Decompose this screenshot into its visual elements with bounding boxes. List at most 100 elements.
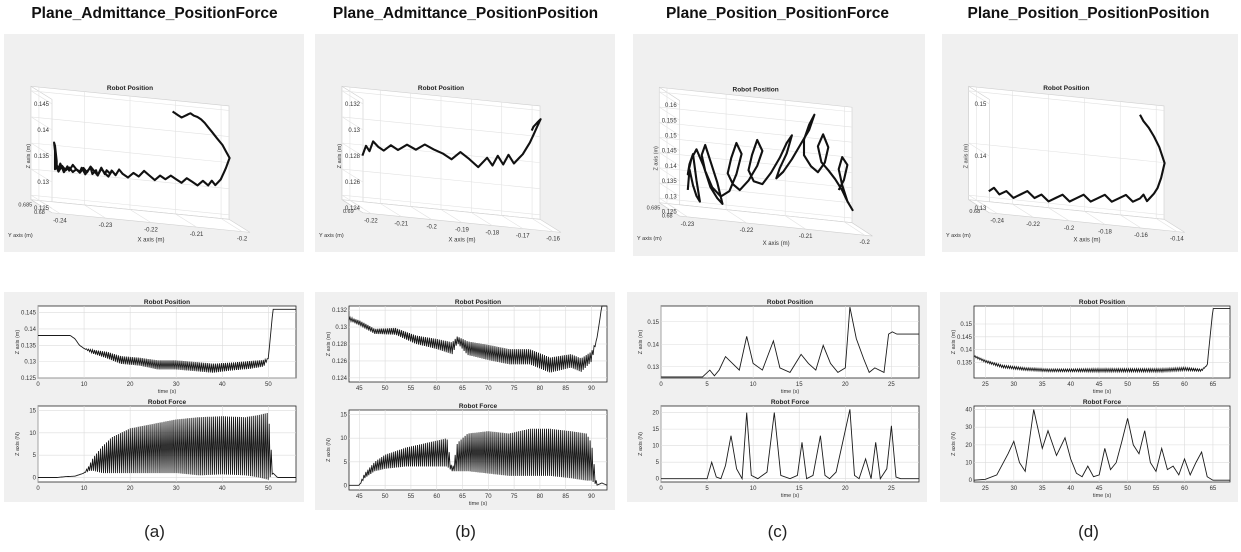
grid-line-x: [1084, 211, 1106, 225]
x-tick-label: -0.23: [681, 222, 695, 228]
grid-line-x: [1156, 218, 1178, 232]
x-tick-label: -0.2: [237, 237, 248, 243]
grid-line-x: [84, 204, 106, 219]
grid-line-z: [968, 142, 1165, 163]
x-tick-label: 25: [982, 382, 989, 388]
x-tick-label: 40: [219, 382, 226, 388]
grid-line-z: [30, 194, 53, 209]
x-tick-label: -0.16: [1134, 233, 1148, 239]
grid-line-z: [30, 142, 53, 157]
grid-line-z: [659, 182, 680, 197]
x-tick-label: 60: [1181, 382, 1188, 388]
x-tick-label: 20: [842, 382, 849, 388]
y-axis-label: Z axis (m): [638, 330, 644, 355]
y-tick-label: 0.14: [647, 342, 659, 348]
grid-line-z: [659, 152, 680, 167]
grid-line-z: [341, 168, 541, 189]
x-axis-label: X axis (m): [138, 238, 165, 244]
floor: [968, 199, 1185, 233]
grid-line-x: [440, 209, 463, 223]
y-tick-label: 10: [965, 461, 972, 467]
z-tick-label: 0.16: [665, 103, 677, 109]
x-tick-label: 0: [36, 486, 40, 492]
grid-line-x: [1120, 214, 1142, 229]
grid-line-z: [968, 194, 1165, 216]
grid-line-x: [1012, 203, 1034, 218]
panel-2d: 0 5 10 15 20 25 0.13 0.14 0.15 Robot Position time…: [627, 292, 927, 502]
y-tick-label: 40: [965, 408, 972, 414]
x-tick-label: 90: [588, 494, 595, 500]
x-axis-label: X axis (m): [763, 241, 790, 247]
z-tick-label: 0.13: [348, 128, 360, 134]
column-a: Plane_Admittance_PositionForce -0.24 -0.2…: [2, 0, 307, 552]
x-tick-label: 35: [1039, 486, 1046, 492]
x-tick-label: 50: [382, 494, 389, 500]
z-tick-label: 0.145: [662, 149, 678, 155]
y-tick-label: 5: [33, 453, 37, 459]
y-tick-label: 0.68: [34, 210, 45, 216]
x-tick-label: -0.22: [1026, 222, 1040, 228]
x-tick-label: 0: [659, 486, 663, 492]
x-tick-label: -0.19: [455, 228, 469, 234]
column-d: Plane_Position_PositionPosition -0.24 -0.…: [936, 0, 1241, 552]
robot-time-series-plots: 0 10 20 30 40 500.1250.130.1350.140.145Robot …: [15, 299, 297, 492]
y-tick-label: 0: [656, 477, 660, 483]
grid-line-z: [341, 194, 364, 209]
y-axis-label: Y axis (m): [637, 236, 662, 242]
trajectory-line: [361, 118, 542, 169]
axes-title: Robot Position: [767, 299, 813, 306]
grid-line-x: [976, 200, 998, 214]
x-tick-label: 70: [485, 494, 492, 500]
grid-line-z: [30, 194, 230, 216]
grid-line-z: [30, 142, 230, 163]
grid-line-x: [38, 200, 61, 214]
floor: [659, 202, 873, 237]
time-series-axes: 0 10 20 30 40 50 0.125 0.13 0.135 0.14 0.145 Robot …: [15, 299, 297, 395]
grid-line-x: [175, 213, 197, 228]
grid-line-z: [659, 91, 853, 113]
grid-line-z: [659, 197, 680, 212]
x-tick-label: -0.24: [990, 219, 1004, 225]
grid-line-z: [341, 142, 364, 157]
time-series-axes: 45 50 55 60 65 70 75 80 85 90 0.124 0.126 0.128 0.13 0…: [326, 299, 608, 392]
x-tick-label: 15: [796, 382, 803, 388]
y-tick-label: 0.126: [332, 359, 348, 365]
grid-line-z: [341, 116, 541, 137]
grid-line-z: [659, 121, 680, 136]
panel-2d: 0 10 20 30 40 50 0.125 0.13 0.135 0.14 0.145 Robot …: [4, 292, 304, 502]
plot-area: [973, 305, 1231, 379]
axes-title: Robot Force: [771, 399, 810, 406]
subfigure-caption: (b): [455, 522, 476, 541]
y-tick-label: 0.145: [957, 335, 973, 341]
y-tick-label: 5: [344, 460, 348, 466]
x-tick-label: -0.2: [426, 225, 437, 231]
grid-line-x: [471, 212, 493, 226]
time-series-axes: 25 30 35 40 45 50 55 60 65 0.135 0.14 0.145 0.15 Robo…: [951, 299, 1231, 395]
x-tick-label: -0.21: [190, 232, 204, 238]
y-tick-label: 0: [33, 476, 37, 482]
x-tick-label: 55: [1153, 486, 1160, 492]
x-tick-label: 45: [1096, 382, 1103, 388]
grid-line-z: [341, 90, 364, 105]
x-axis-label: X axis (m): [1074, 238, 1101, 244]
subfigure-caption: (d): [1078, 522, 1099, 541]
column-title: Plane_Admittance_PositionForce: [31, 5, 278, 22]
x-tick-label: 50: [1124, 486, 1131, 492]
subfigure-caption: (c): [767, 522, 788, 541]
z-tick-label: 0.135: [662, 179, 678, 185]
time-series-axes: 25 30 35 40 45 50 55 60 65 0 10 20 30 40 Robot Force ti…: [951, 399, 1231, 499]
trajectory-line: [988, 114, 1166, 203]
series-line: [349, 428, 608, 486]
x-axis-label: time (s): [1093, 389, 1112, 395]
grid-line-z: [30, 168, 53, 183]
z-tick-label: 0.13: [37, 180, 49, 186]
panel-2d: 25 30 35 40 45 50 55 60 65 0.135 0.14 0.145 0.15 Robo…: [940, 292, 1238, 502]
x-tick-label: 75: [511, 386, 518, 392]
z-tick-label: 0.14: [975, 154, 987, 160]
grid-line-z: [659, 167, 680, 182]
z-tick-label: 0.135: [34, 154, 50, 160]
x-tick-label: -0.21: [394, 222, 408, 228]
grid-line-z: [659, 197, 853, 219]
x-axis-label: time (s): [469, 501, 488, 507]
y-tick-label: 30: [965, 425, 972, 431]
